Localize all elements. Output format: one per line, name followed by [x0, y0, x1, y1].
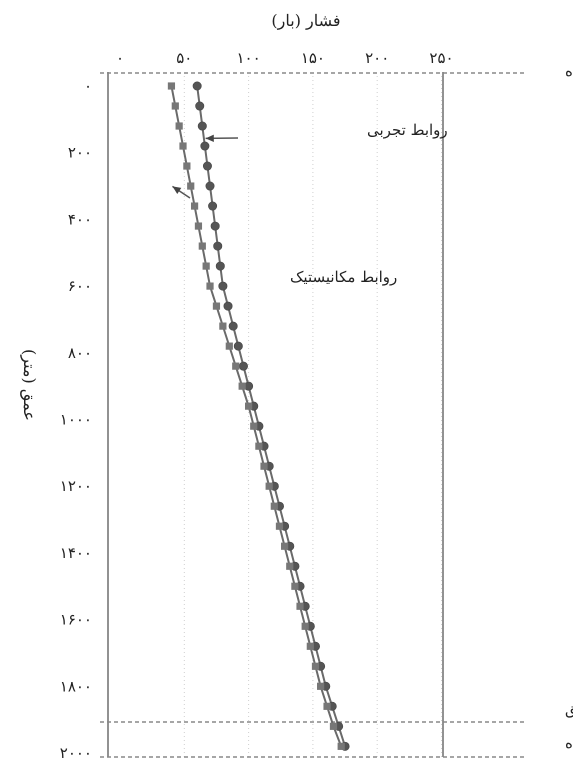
data-point-mechanistic — [202, 262, 210, 270]
injection-point-label: نقطه تزریق — [565, 700, 573, 718]
data-point-mechanistic — [206, 282, 214, 290]
x-tick-label: ۱۰۰ — [237, 49, 261, 67]
data-point-mechanistic — [323, 702, 331, 710]
bottomhole-label: ته چاه — [565, 734, 573, 752]
data-point-empirical — [223, 301, 233, 311]
data-point-empirical — [200, 141, 210, 151]
y-tick-label: ۶۰۰ — [68, 277, 92, 295]
data-point-mechanistic — [175, 122, 183, 130]
x-axis-label: فشار (بار) — [271, 11, 340, 30]
reference-lines — [100, 72, 525, 758]
x-tick-label: ۱۵۰ — [301, 49, 325, 67]
data-point-empirical — [233, 341, 243, 351]
data-point-empirical — [213, 241, 223, 251]
data-point-mechanistic — [311, 662, 320, 670]
data-point-empirical — [218, 281, 228, 291]
data-point-empirical — [228, 321, 238, 331]
data-point-mechanistic — [245, 402, 253, 410]
data-point-mechanistic — [317, 682, 325, 690]
data-point-mechanistic — [291, 582, 299, 590]
data-point-mechanistic — [296, 602, 304, 610]
data-point-mechanistic — [250, 422, 258, 430]
plot-frame — [107, 72, 444, 757]
data-point-mechanistic — [301, 622, 309, 630]
data-point-empirical — [210, 221, 220, 231]
data-point-mechanistic — [275, 522, 284, 530]
data-point-empirical — [195, 101, 205, 111]
data-point-mechanistic — [167, 82, 176, 90]
series-group — [167, 81, 350, 751]
data-point-mechanistic — [270, 502, 278, 510]
wellhead-label: سر چاه — [565, 62, 573, 80]
y-axis-label: عمق (متر) — [20, 349, 39, 421]
data-point-mechanistic — [255, 442, 263, 450]
data-point-empirical — [208, 201, 218, 211]
data-point-empirical — [202, 161, 212, 171]
mechanistic-relations-label: روابط مکانیستیک — [290, 268, 397, 286]
x-tick-labels: ۰ ۵۰ ۱۰۰ ۱۵۰ ۲۰۰ ۲۵۰ — [116, 49, 454, 67]
data-point-mechanistic — [238, 382, 246, 390]
data-point-mechanistic — [190, 202, 199, 210]
data-point-mechanistic — [194, 222, 203, 230]
data-point-empirical — [205, 181, 215, 191]
data-point-empirical — [192, 81, 202, 91]
mechanistic-arrow-head — [172, 186, 182, 194]
y-tick-label: ۱۴۰۰ — [60, 544, 92, 562]
data-point-mechanistic — [232, 362, 240, 370]
y-tick-label: ۲۰۰۰ — [60, 744, 92, 762]
y-tick-label: ۰ — [84, 77, 92, 95]
data-point-mechanistic — [219, 322, 227, 330]
data-point-mechanistic — [187, 182, 195, 190]
gridlines — [183, 76, 442, 757]
empirical-relations-label: روابط تجربی — [367, 121, 448, 139]
x-tick-label: ۲۵۰ — [429, 49, 453, 67]
data-point-mechanistic — [212, 302, 221, 310]
data-point-empirical — [238, 361, 248, 371]
series-line-1 — [170, 85, 343, 747]
data-point-mechanistic — [183, 162, 191, 170]
y-tick-label: ۱۶۰۰ — [60, 611, 92, 629]
x-tick-label: ۲۰۰ — [365, 49, 389, 67]
data-point-mechanistic — [179, 142, 187, 150]
data-point-empirical — [215, 261, 225, 271]
data-point-mechanistic — [306, 642, 314, 650]
y-tick-labels: ۰ ۲۰۰ ۴۰۰ ۶۰۰ ۸۰۰ ۱۰۰۰ ۱۲۰۰ ۱۴۰۰ ۱۶۰۰ ۱۸۰۰ ۲۰۰۰ — [60, 77, 92, 762]
empirical-arrow-head — [205, 134, 214, 142]
x-tick-label: ۰ — [116, 49, 124, 67]
data-point-mechanistic — [171, 102, 179, 110]
y-tick-label: ۸۰۰ — [68, 344, 92, 362]
data-point-mechanistic — [260, 462, 268, 470]
data-point-mechanistic — [286, 562, 294, 570]
series-line-0 — [196, 85, 347, 747]
y-tick-label: ۱۰۰۰ — [60, 411, 92, 429]
annotation-arrows — [172, 134, 239, 199]
y-tick-label: ۱۸۰۰ — [60, 677, 92, 695]
data-point-mechanistic — [329, 722, 338, 730]
data-point-mechanistic — [198, 242, 206, 250]
data-point-mechanistic — [225, 342, 233, 350]
data-point-mechanistic — [281, 542, 289, 550]
data-point-mechanistic — [265, 482, 273, 490]
y-tick-label: ۲۰۰ — [68, 144, 92, 162]
y-tick-label: ۱۲۰۰ — [60, 477, 92, 495]
data-point-mechanistic — [337, 742, 345, 750]
x-tick-label: ۵۰ — [176, 49, 192, 67]
data-point-empirical — [197, 121, 207, 131]
y-tick-label: ۴۰۰ — [68, 210, 92, 228]
